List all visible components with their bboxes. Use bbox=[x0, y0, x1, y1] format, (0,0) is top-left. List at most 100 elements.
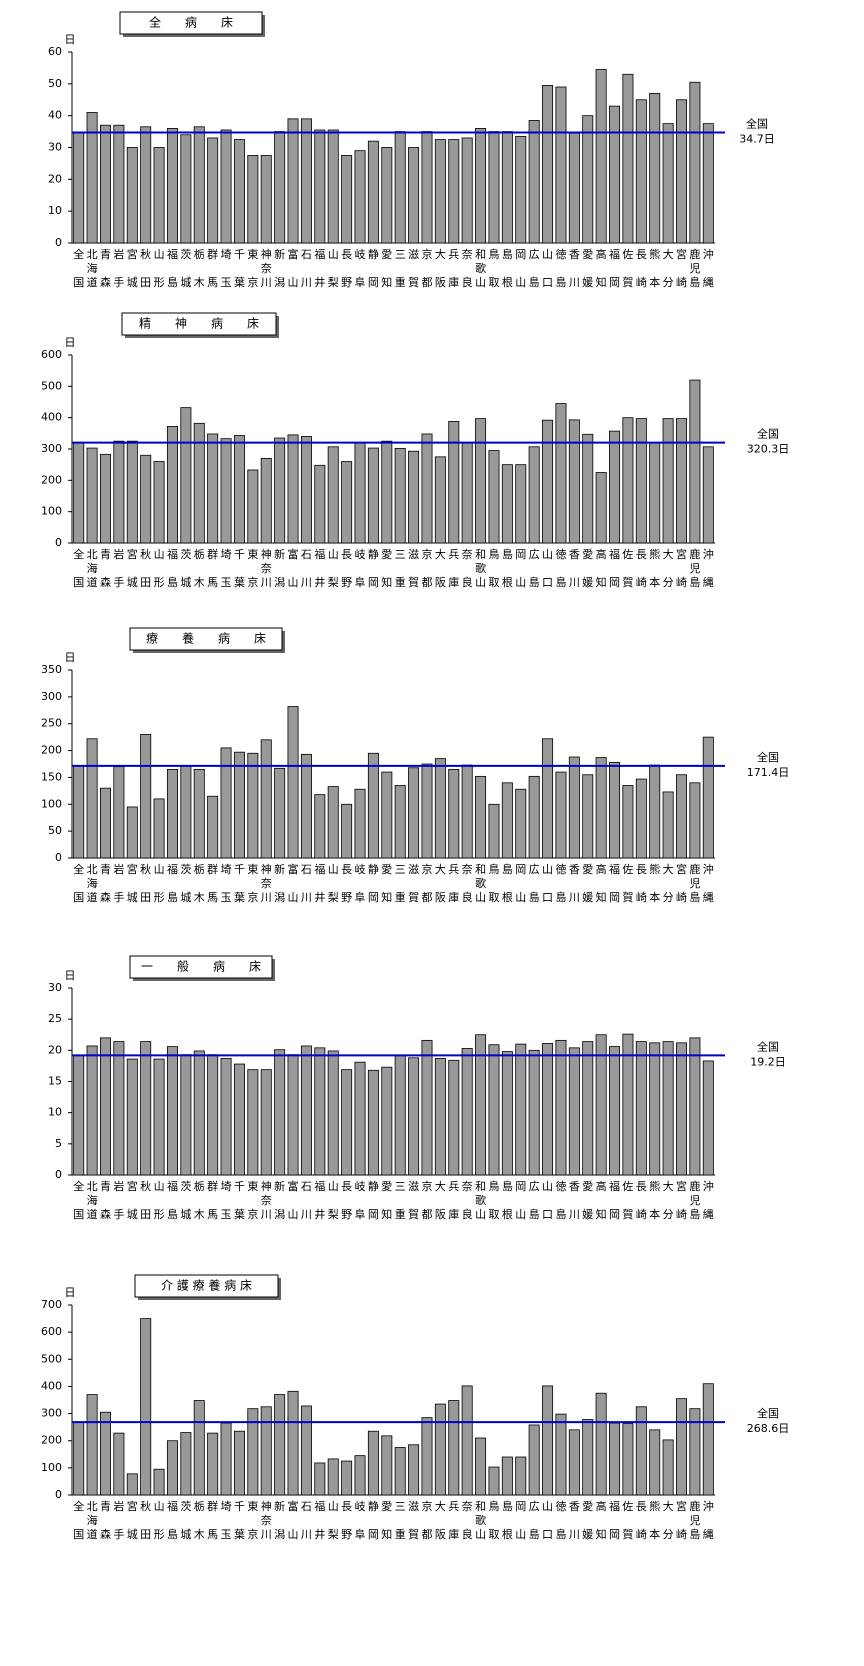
bar bbox=[461, 1048, 473, 1176]
bar bbox=[180, 407, 192, 544]
bar bbox=[622, 785, 634, 859]
x-tick-label: 宮城 bbox=[127, 1499, 138, 1541]
x-tick-label: 大分 bbox=[663, 1499, 674, 1541]
bar bbox=[434, 1058, 446, 1176]
bar bbox=[99, 1037, 111, 1176]
bar bbox=[622, 73, 634, 244]
bar bbox=[662, 418, 674, 544]
bar bbox=[193, 1050, 205, 1176]
bar bbox=[233, 1430, 245, 1496]
bar bbox=[233, 751, 245, 859]
x-tick-label: 沖縄 bbox=[703, 548, 714, 589]
x-tick-label: 岩手 bbox=[113, 547, 124, 589]
bar bbox=[461, 1385, 473, 1496]
bar bbox=[528, 446, 540, 544]
bar bbox=[582, 774, 594, 859]
bar bbox=[86, 1394, 98, 1496]
bar bbox=[354, 788, 366, 859]
x-tick-label: 山梨 bbox=[328, 548, 339, 589]
x-tick-label: 岩手 bbox=[113, 1179, 124, 1221]
bar bbox=[86, 738, 98, 859]
x-tick-label: 山梨 bbox=[328, 1500, 339, 1541]
x-tick-label: 鳥取 bbox=[488, 547, 499, 589]
bar bbox=[662, 1439, 674, 1496]
x-tick-label: 福岡 bbox=[609, 247, 620, 289]
x-tick-label: 広島 bbox=[529, 863, 540, 904]
bar bbox=[274, 437, 286, 544]
x-tick-label: 長崎 bbox=[636, 1180, 647, 1221]
x-tick-label: 山口 bbox=[542, 248, 553, 289]
bar bbox=[314, 1462, 326, 1496]
bar bbox=[341, 803, 353, 859]
bar bbox=[408, 147, 420, 244]
bar bbox=[193, 768, 205, 859]
x-tick-label: 秋田 bbox=[140, 247, 151, 289]
x-tick-label: 長崎 bbox=[636, 248, 647, 289]
x-tick-label: 京都 bbox=[421, 1499, 432, 1541]
bar bbox=[341, 155, 353, 244]
x-tick-label: 茨城 bbox=[180, 862, 191, 904]
x-tick-label: 愛知 bbox=[381, 863, 392, 904]
bar bbox=[434, 758, 446, 859]
y-tick-label: 300 bbox=[41, 690, 62, 703]
x-tick-label: 佐賀 bbox=[622, 1499, 633, 1541]
x-tick-label: 佐賀 bbox=[622, 247, 633, 289]
bar bbox=[140, 734, 152, 859]
bar bbox=[260, 1069, 272, 1176]
bar bbox=[73, 765, 85, 859]
y-tick-label: 20 bbox=[48, 1043, 62, 1056]
bar bbox=[501, 1051, 513, 1176]
bar bbox=[501, 131, 513, 244]
x-tick-label: 新潟 bbox=[274, 1179, 285, 1221]
bar bbox=[649, 442, 661, 544]
bar bbox=[394, 447, 406, 544]
bar bbox=[635, 99, 647, 244]
bar bbox=[180, 1432, 192, 1496]
bar bbox=[354, 1061, 366, 1176]
bar bbox=[542, 1385, 554, 1496]
x-tick-label: 香川 bbox=[569, 248, 580, 289]
x-tick-label: 熊本 bbox=[649, 547, 660, 589]
x-tick-label: 島根 bbox=[502, 547, 513, 589]
y-tick-label: 30 bbox=[48, 141, 62, 154]
bar bbox=[515, 135, 527, 244]
bar bbox=[542, 85, 554, 244]
x-tick-label: 埼玉 bbox=[221, 862, 232, 904]
y-unit: 日 bbox=[65, 336, 76, 349]
x-tick-label: 栃木 bbox=[194, 862, 205, 904]
x-tick-label: 新潟 bbox=[274, 247, 285, 289]
bar bbox=[702, 123, 714, 244]
x-tick-label: 岐阜 bbox=[355, 548, 366, 589]
x-tick-label: 愛知 bbox=[381, 1180, 392, 1221]
x-tick-label: 岩手 bbox=[113, 1499, 124, 1541]
bar bbox=[515, 788, 527, 859]
y-tick-label: 150 bbox=[41, 770, 62, 783]
x-tick-label: 鹿児島 bbox=[689, 1179, 700, 1221]
bar bbox=[421, 1417, 433, 1496]
bar bbox=[649, 764, 661, 859]
x-tick-label: 京都 bbox=[421, 862, 432, 904]
bar bbox=[568, 132, 580, 244]
bar bbox=[475, 418, 487, 544]
bar bbox=[434, 456, 446, 544]
x-tick-label: 奈良 bbox=[462, 1179, 473, 1221]
bar bbox=[689, 379, 701, 544]
bar bbox=[555, 1039, 567, 1176]
x-tick-label: 滋賀 bbox=[408, 548, 419, 589]
bar bbox=[702, 736, 714, 859]
y-tick-label: 100 bbox=[41, 1461, 62, 1474]
x-tick-label: 静岡 bbox=[368, 1179, 379, 1221]
bar bbox=[193, 126, 205, 244]
bar bbox=[501, 464, 513, 544]
y-unit: 日 bbox=[65, 1286, 76, 1299]
bar bbox=[354, 1455, 366, 1496]
bar bbox=[582, 433, 594, 544]
bar bbox=[568, 756, 580, 859]
bar bbox=[689, 1037, 701, 1176]
bar bbox=[113, 766, 125, 859]
reference-value: 320.3日 bbox=[747, 443, 790, 456]
x-tick-label: 福岡 bbox=[609, 1499, 620, 1541]
x-tick-label: 島根 bbox=[502, 862, 513, 904]
x-tick-label: 静岡 bbox=[368, 1499, 379, 1541]
